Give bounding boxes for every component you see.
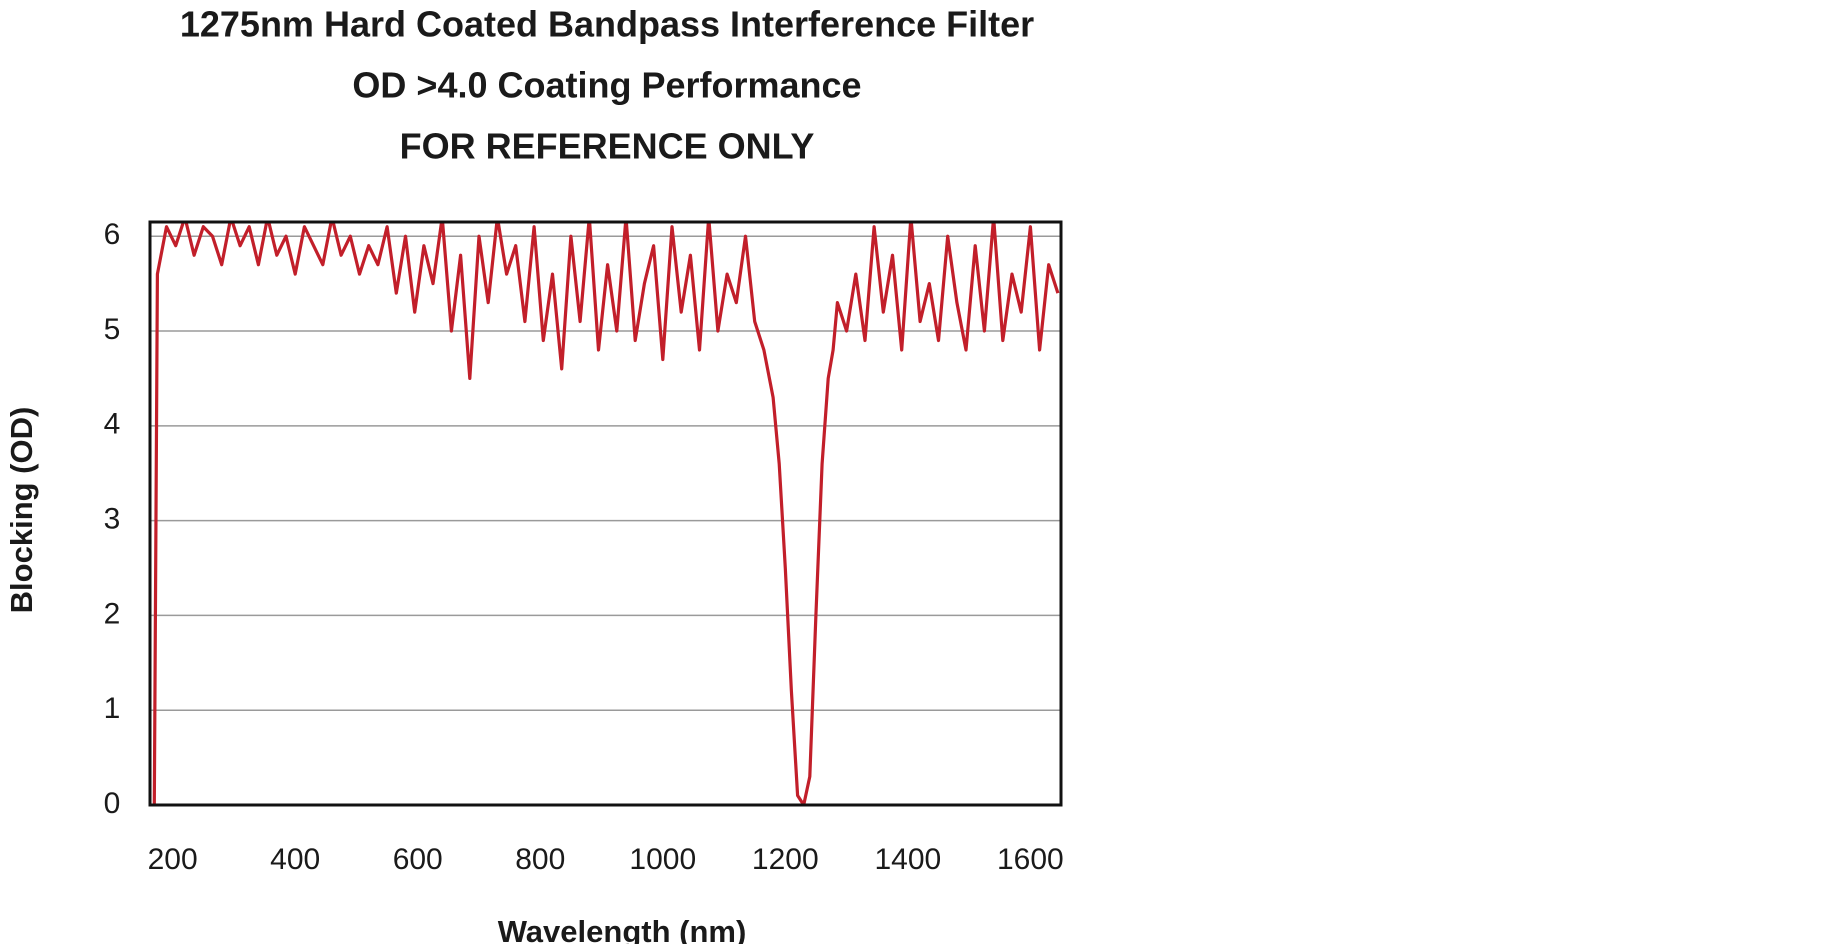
y-tick-label: 4 — [104, 408, 121, 441]
y-tick-label: 1 — [104, 692, 121, 725]
x-axis-label: Wavelength (nm) — [498, 914, 747, 944]
x-tick-label: 600 — [393, 843, 443, 876]
data-line — [152, 222, 1060, 805]
x-tick-label: 1600 — [997, 843, 1064, 876]
chart-subtitle: OD >4.0 Coating Performance — [352, 65, 861, 106]
chart-title: 1275nm Hard Coated Bandpass Interference… — [180, 4, 1034, 45]
y-tick-label: 2 — [104, 597, 121, 630]
plot-frame — [148, 220, 1063, 807]
x-tick-label: 1400 — [874, 843, 941, 876]
y-tick-label: 3 — [104, 503, 121, 536]
x-tick-label: 200 — [148, 843, 198, 876]
x-tick-label: 800 — [515, 843, 565, 876]
x-tick-label: 400 — [270, 843, 320, 876]
y-tick-label: 6 — [104, 218, 121, 251]
y-tick-label: 5 — [104, 313, 121, 346]
x-tick-label: 1000 — [629, 843, 696, 876]
chart-subtitle: FOR REFERENCE ONLY — [400, 126, 815, 167]
y-axis-label: Blocking (OD) — [4, 407, 39, 614]
x-tick-label: 1200 — [752, 843, 819, 876]
y-tick-label: 0 — [104, 787, 121, 820]
